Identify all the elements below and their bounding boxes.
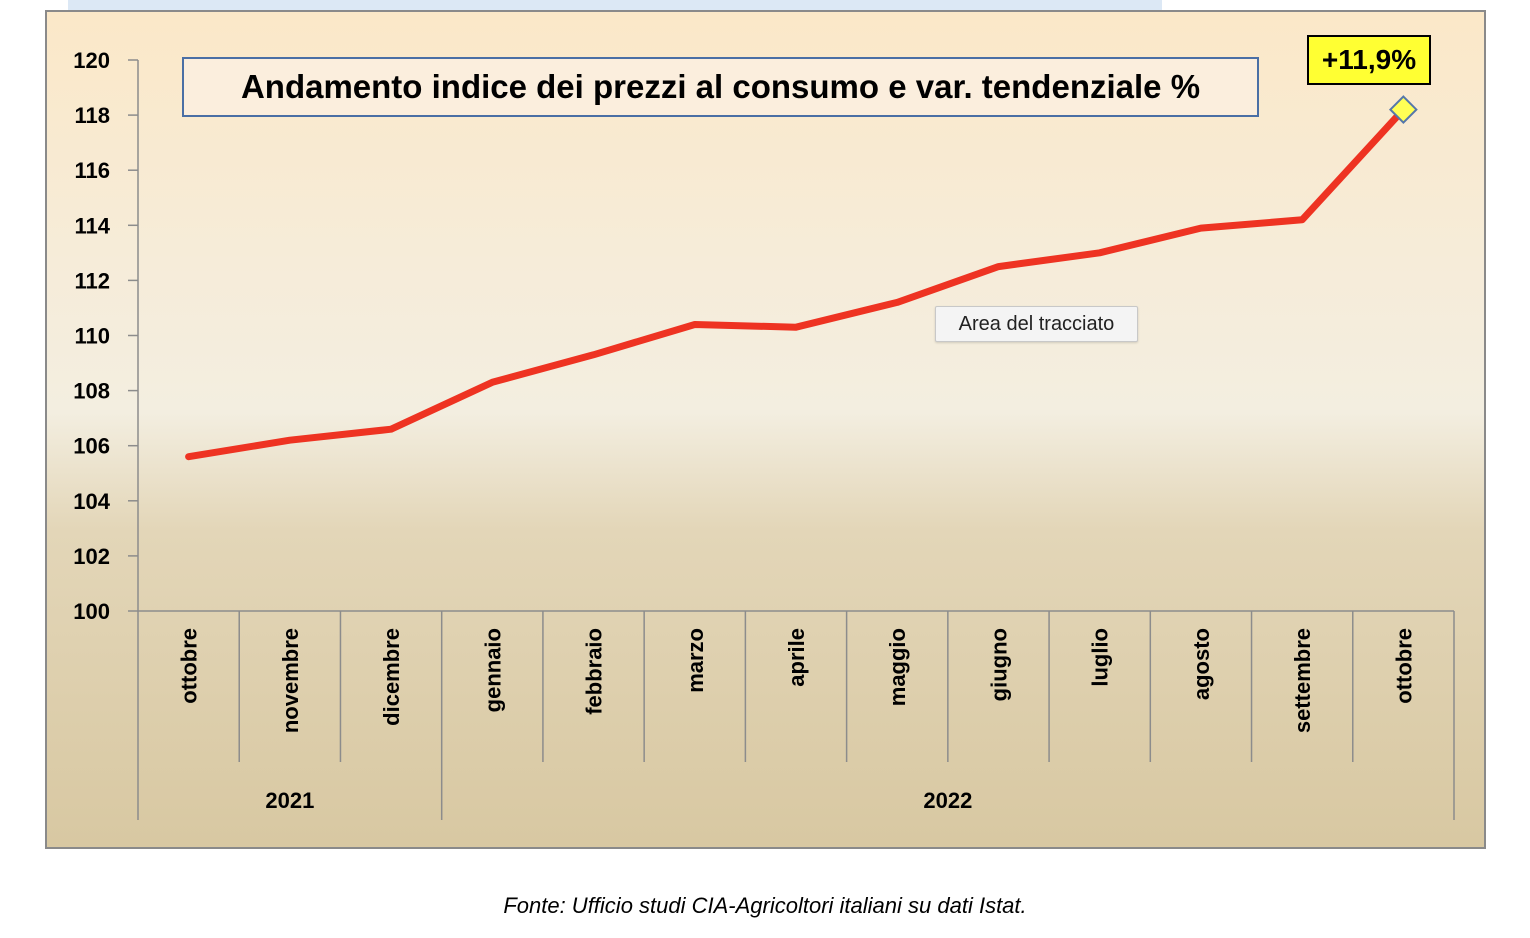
plot-area-tooltip: Area del tracciato [935,306,1138,342]
x-category-label: marzo [683,628,708,693]
x-category-label: maggio [885,628,910,706]
y-tick-label: 116 [75,158,111,183]
x-year-label: 2021 [265,788,314,813]
y-tick-label: 104 [73,489,110,514]
y-tick-label: 106 [73,434,110,459]
x-category-label: agosto [1189,628,1214,700]
y-tick-label: 112 [75,268,111,293]
data-point-marker [1388,95,1418,125]
x-category-label: giugno [986,628,1011,701]
x-category-label: febbraio [582,628,607,715]
x-category-label: novembre [278,628,303,733]
y-tick-label: 114 [75,213,111,238]
y-tick-label: 102 [73,544,110,569]
x-category-label: luglio [1088,628,1113,687]
x-category-label: ottobre [177,628,202,704]
top-strip [68,0,1162,10]
y-tick-label: 120 [73,48,110,73]
x-category-label: aprile [784,628,809,687]
x-category-label: ottobre [1391,628,1416,704]
x-year-label: 2022 [923,788,972,813]
y-tick-label: 108 [73,379,110,404]
series-line [185,106,1407,461]
x-category-label: dicembre [379,628,404,726]
y-tick-label: 118 [75,103,111,128]
source-note: Fonte: Ufficio studi CIA-Agricoltori ita… [503,893,1027,918]
x-category-label: gennaio [480,628,505,712]
chart-area[interactable] [45,10,1486,849]
y-tick-label: 110 [75,324,111,349]
x-category-label: settembre [1290,628,1315,733]
y-tick-label: 100 [73,599,110,624]
chart-title: Andamento indice dei prezzi al consumo e… [182,57,1259,117]
variation-callout: +11,9% [1307,35,1431,85]
